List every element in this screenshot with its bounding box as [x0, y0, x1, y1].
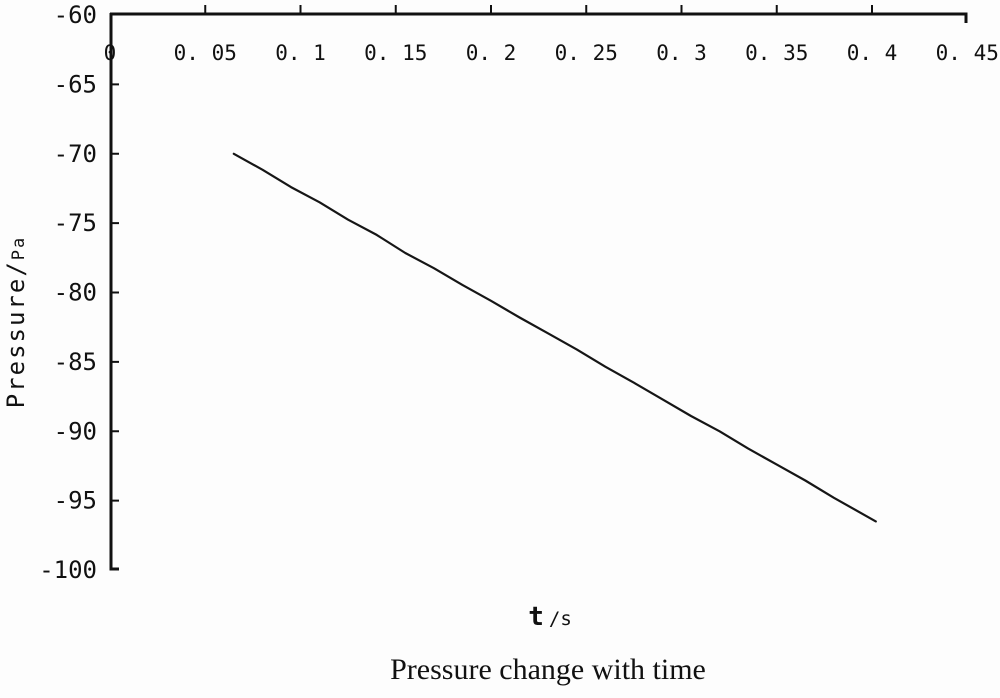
- y-axis-unit-text: Pa: [9, 235, 29, 261]
- y-axis-title: Pressure/Pa: [2, 236, 30, 409]
- y-tick-label: -65: [54, 70, 97, 98]
- y-axis-ticks: [111, 83, 119, 502]
- x-axis-title: t/s: [528, 602, 572, 632]
- x-tick-label: 0. 45: [936, 41, 999, 65]
- x-axis-line: [110, 12, 968, 23]
- x-axis-title-symbol: t: [528, 602, 544, 632]
- y-tick-label: -95: [54, 487, 97, 515]
- y-tick-label: -75: [54, 209, 97, 237]
- y-axis-title-text: Pressure/: [2, 260, 30, 409]
- y-tick-label: -60: [54, 1, 97, 29]
- x-axis-unit-text: /s: [548, 608, 572, 630]
- x-tick-label: 0: [104, 41, 117, 65]
- x-axis-tick-labels: 0 0. 05 0. 1 0. 15 0. 2 0. 25 0. 3 0. 35 0. 4 0. …: [104, 41, 999, 65]
- y-tick-label: -70: [54, 140, 97, 168]
- x-tick-label: 0. 15: [364, 41, 427, 65]
- y-tick-label: -100: [39, 556, 97, 584]
- x-tick-label: 0. 1: [275, 41, 326, 65]
- x-axis-ticks: [204, 5, 873, 14]
- pressure-data-line: [232, 152, 877, 523]
- y-tick-label: -90: [54, 417, 97, 445]
- y-axis-tick-labels: -60 -65 -70 -75 -80 -85 -90 -95 -100: [39, 1, 97, 584]
- chart-caption: Pressure change with time: [390, 653, 706, 686]
- x-tick-label: 0. 2: [466, 41, 517, 65]
- y-axis-line: [109, 13, 119, 571]
- y-tick-label: -80: [54, 279, 97, 307]
- y-tick-label: -85: [54, 348, 97, 376]
- x-tick-label: 0. 25: [555, 41, 618, 65]
- x-tick-label: 0. 05: [174, 41, 237, 65]
- x-tick-label: 0. 3: [656, 41, 707, 65]
- x-tick-label: 0. 35: [745, 41, 808, 65]
- x-tick-label: 0. 4: [847, 41, 898, 65]
